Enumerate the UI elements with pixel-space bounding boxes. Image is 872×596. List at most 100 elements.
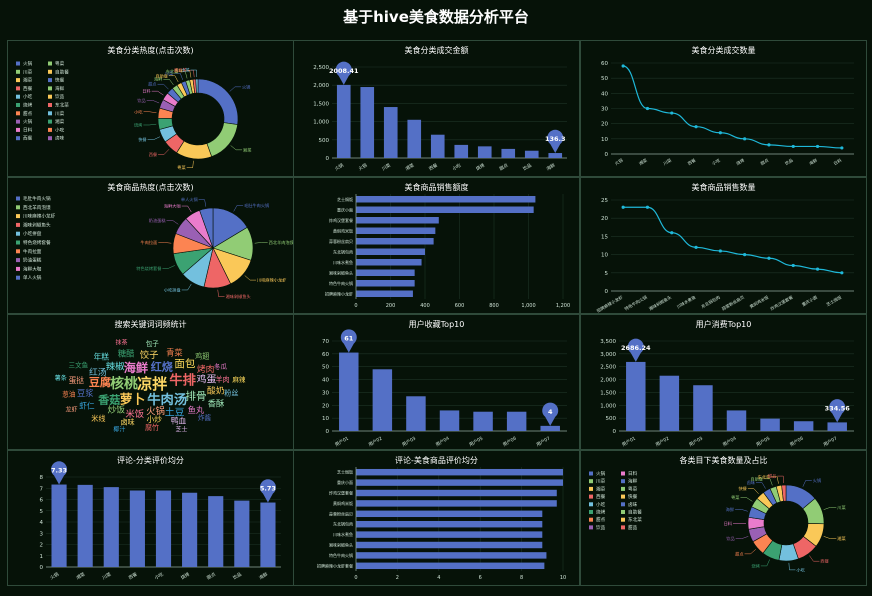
data-point (621, 205, 625, 209)
x-tick-label: 火锅 (613, 157, 624, 167)
chart-panel-1: 美食分类热度(点击次数) 火锅 川菜 湘菜 西餐 小吃 烧烤 甜点 火锅 日料 西餐 粤菜 自助餐 快餐海… (7, 40, 294, 177)
legend-item[interactable]: 川菜 (16, 68, 33, 75)
legend-item[interactable]: 甜品 (621, 524, 638, 531)
pie-slice[interactable] (197, 78, 239, 125)
svg-text:甜点: 甜点 (23, 110, 33, 117)
legend-item[interactable]: 川菜 (48, 110, 65, 117)
svg-text:湘菜: 湘菜 (23, 77, 33, 84)
legend-item[interactable]: 奶油蛋糕 (16, 257, 42, 264)
legend-item[interactable]: 快餐 (621, 493, 638, 500)
legend-item[interactable]: 粤菜 (621, 485, 638, 492)
svg-text:快餐: 快餐 (628, 493, 638, 500)
legend-item[interactable]: 自助餐 (48, 68, 69, 75)
legend-item[interactable]: 小吃 (48, 126, 65, 133)
legend-item[interactable]: 卤味 (48, 135, 65, 142)
x-tick-label: 川菜 (101, 570, 113, 581)
legend-item[interactable]: 川味麻辣小龙虾 (16, 213, 56, 220)
legend-item[interactable]: 湘菜 (48, 118, 65, 125)
bar (659, 375, 680, 431)
legend-item[interactable]: 特色烧烤套餐 (16, 239, 51, 246)
cloud-word: 香酥 (208, 399, 225, 409)
legend-item[interactable]: 西餐 (16, 85, 33, 92)
label-line (166, 220, 179, 225)
chart-svg: 火锅川菜湘菜西餐小吃烧烤甜点饮品日料海鲜粤菜快餐卤味自助餐东北菜甜品火锅川菜湘菜… (589, 470, 846, 573)
svg-text:小吃: 小吃 (23, 93, 33, 100)
legend-item[interactable]: 西餐 (589, 493, 606, 500)
min-marker: 5.73 (260, 479, 276, 503)
legend-item[interactable]: 海鲜 (48, 85, 65, 92)
legend-item[interactable]: 快餐 (48, 77, 65, 84)
cloud-word: 羊肉 (215, 375, 229, 384)
y-tick-label: 7 (40, 486, 44, 492)
legend-item[interactable]: 饮品 (589, 524, 606, 531)
y-tick-label: 蒜蓉粉丝扇贝 (329, 238, 353, 244)
data-point (840, 271, 844, 275)
data-point (718, 249, 722, 253)
legend-item[interactable]: 牛肉拉面 (16, 248, 42, 255)
x-tick-label: 6 (479, 575, 482, 581)
x-tick-label: 湘菜 (404, 161, 416, 172)
chart-title: 美食分类成交数量 (691, 46, 756, 55)
legend-item[interactable]: 烧烤 (16, 102, 33, 109)
label-line (198, 199, 207, 207)
legend-item[interactable]: 东北菜 (621, 516, 642, 523)
min-marker: 334.56 (825, 399, 850, 423)
data-point (694, 245, 698, 249)
legend-item[interactable]: 湘味剁椒鱼头 (16, 221, 51, 228)
x-tick-label: 用户02 (367, 435, 383, 448)
pie-slice[interactable] (206, 122, 238, 157)
legend-item[interactable]: 单人火锅 (16, 274, 42, 281)
data-point (840, 146, 844, 150)
legend-item[interactable]: 甜点 (16, 110, 33, 117)
svg-text:4: 4 (548, 408, 553, 416)
legend-item[interactable]: 甜点 (589, 516, 606, 523)
chart-svg: 0 1 2 3 4 5 6 7 8 火锅 湘菜 川菜 西餐 小吃 烧烤 甜点 饮品 海鲜 7.33 5.73 (40, 461, 281, 581)
legend-item[interactable]: 西餐 (16, 135, 33, 142)
label-line (244, 275, 257, 281)
legend-item[interactable]: 自助餐 (621, 509, 642, 516)
y-tick-label: 20 (601, 216, 608, 222)
x-tick-label: 0 (354, 303, 357, 309)
legend-item[interactable]: 粤菜 (48, 60, 65, 67)
legend-item[interactable]: 小吃拼盘 (16, 230, 42, 237)
bar (356, 279, 415, 287)
svg-text:小吃: 小吃 (596, 501, 606, 508)
legend-item[interactable]: 小吃 (16, 93, 33, 100)
legend-item[interactable]: 小吃 (589, 501, 606, 508)
data-point (718, 131, 722, 135)
legend-item[interactable]: 东北菜 (48, 102, 69, 109)
legend-item[interactable]: 海鲜 (621, 478, 638, 485)
y-tick-label: 0 (613, 429, 617, 435)
legend-item[interactable]: 湘菜 (589, 485, 606, 492)
pie-slice[interactable] (195, 78, 199, 94)
label-line (151, 90, 164, 96)
legend-item[interactable]: 川菜 (589, 478, 606, 485)
bar (406, 396, 426, 431)
legend-item[interactable]: 烧烤 (589, 509, 606, 516)
svg-text:牛肉拉面: 牛肉拉面 (23, 248, 42, 255)
svg-text:川味麻辣小龙虾: 川味麻辣小龙虾 (23, 213, 56, 220)
legend-item[interactable]: 火锅 (589, 470, 606, 477)
legend-item[interactable]: 毛肚牛肉火锅 (16, 195, 51, 202)
pie-slice[interactable] (781, 484, 787, 502)
chart-title: 评论-美食商品评价均分 (395, 456, 478, 465)
data-point (645, 106, 650, 111)
y-tick-label: 1,500 (313, 101, 329, 107)
y-tick-label: 1,500 (600, 390, 616, 396)
svg-text:日料: 日料 (628, 470, 638, 477)
y-tick-label: 特色牛肉火锅 (329, 552, 353, 558)
legend-item[interactable]: 饮品 (48, 93, 65, 100)
legend-item[interactable]: 卤味 (621, 501, 638, 508)
legend-item[interactable]: 火锅 (16, 118, 33, 125)
legend-item[interactable]: 西北羊肉泡馍 (16, 204, 51, 211)
legend-item[interactable]: 湘菜 (16, 77, 33, 84)
legend-item[interactable]: 日料 (16, 126, 33, 133)
legend-item[interactable]: 日料 (621, 470, 638, 477)
legend-item[interactable]: 海鲜大咖 (16, 265, 42, 272)
pie-slice[interactable] (199, 207, 214, 249)
label-line (158, 242, 172, 244)
label-line (174, 73, 184, 80)
legend-item[interactable]: 火锅 (16, 60, 33, 67)
label-line (760, 559, 770, 567)
x-tick-label: 8 (520, 575, 523, 581)
